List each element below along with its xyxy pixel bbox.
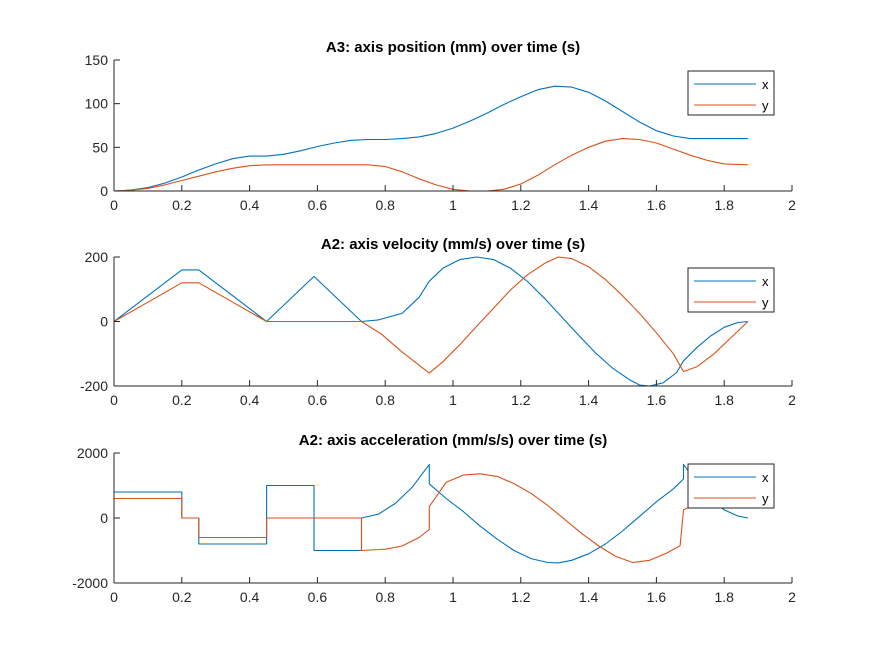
position-x-tick-label: 0.4 xyxy=(240,197,260,213)
position-series-y-line xyxy=(113,138,748,192)
velocity-series-x-line xyxy=(113,256,748,387)
position-x-tick-label: 0.2 xyxy=(172,197,192,213)
position-x-tick-label: 0 xyxy=(110,197,118,213)
position-x-tick-label: 1.8 xyxy=(714,197,734,213)
position-y-tick-label: 150 xyxy=(85,52,109,68)
position-x-tick-label: 0.6 xyxy=(308,197,328,213)
position-legend-label-x: x xyxy=(762,77,769,92)
position-x-tick-label: 0.8 xyxy=(375,197,395,213)
acceleration-x-tick-label: 1.4 xyxy=(579,589,599,605)
acceleration-subplot: A2: axis acceleration (mm/s/s) over time… xyxy=(72,432,796,605)
position-legend[interactable]: xy xyxy=(687,70,775,116)
acceleration-x-tick-label: 0.8 xyxy=(375,589,395,605)
velocity-x-tick-label: 1.6 xyxy=(647,392,667,408)
acceleration-series-x-line xyxy=(114,463,749,564)
velocity-chart-title: A2: axis velocity (mm/s) over time (s) xyxy=(321,236,585,253)
velocity-x-tick-label: 0.4 xyxy=(240,392,260,408)
position-y-tick-label: 100 xyxy=(85,96,109,112)
acceleration-chart-title: A2: axis acceleration (mm/s/s) over time… xyxy=(299,432,607,449)
velocity-subplot: A2: axis velocity (mm/s) over time (s) 0 0… xyxy=(80,236,796,408)
velocity-x-tick-label: 0 xyxy=(110,392,118,408)
acceleration-x-tick-label: 0 xyxy=(110,589,118,605)
velocity-legend-label-y: y xyxy=(762,295,769,310)
velocity-legend-box xyxy=(687,267,775,313)
velocity-x-tick-label: 1.8 xyxy=(714,392,734,408)
velocity-x-tick-label: 1 xyxy=(449,392,457,408)
velocity-series-y-line xyxy=(113,256,749,374)
acceleration-x-tick-label: 0.6 xyxy=(308,589,328,605)
acceleration-x-tick-label: 1 xyxy=(449,589,457,605)
position-x-tick-label: 1 xyxy=(449,197,457,213)
position-y-tick-label: 0 xyxy=(100,183,108,199)
acceleration-x-tick-label: 1.8 xyxy=(714,589,734,605)
velocity-y-tick-label: -200 xyxy=(80,378,108,394)
acceleration-y-tick-label: 2000 xyxy=(77,445,108,461)
velocity-y-tick-label: 200 xyxy=(85,249,109,265)
acceleration-legend[interactable]: xy xyxy=(687,463,775,509)
acceleration-legend-label-x: x xyxy=(762,470,769,485)
position-x-tick-label: 2 xyxy=(788,197,796,213)
position-legend-box xyxy=(687,70,775,116)
acceleration-x-tick-label: 0.4 xyxy=(240,589,260,605)
acceleration-series-y-line xyxy=(114,473,748,564)
acceleration-legend-box xyxy=(687,463,775,509)
acceleration-y-tick-label: -2000 xyxy=(72,575,108,591)
position-x-tick-label: 1.6 xyxy=(647,197,667,213)
position-chart-title: A3: axis position (mm) over time (s) xyxy=(326,39,580,56)
velocity-x-tick-label: 0.8 xyxy=(375,392,395,408)
acceleration-legend-label-y: y xyxy=(762,491,769,506)
velocity-x-tick-label: 0.6 xyxy=(308,392,328,408)
velocity-x-tick-label: 2 xyxy=(788,392,796,408)
velocity-x-tick-label: 0.2 xyxy=(172,392,192,408)
position-subplot: A3: axis position (mm) over time (s) 0 0.2… xyxy=(85,39,796,213)
acceleration-x-tick-label: 1.6 xyxy=(647,589,667,605)
acceleration-y-tick-label: 0 xyxy=(100,510,108,526)
velocity-legend[interactable]: xy xyxy=(687,267,775,313)
position-x-tick-label: 1.2 xyxy=(511,197,531,213)
acceleration-x-tick-label: 2 xyxy=(788,589,796,605)
acceleration-x-tick-label: 0.2 xyxy=(172,589,192,605)
velocity-x-tick-label: 1.2 xyxy=(511,392,531,408)
position-series-x-line xyxy=(113,85,748,192)
position-legend-label-y: y xyxy=(762,98,769,113)
velocity-y-tick-label: 0 xyxy=(100,314,108,330)
velocity-x-tick-label: 1.4 xyxy=(579,392,599,408)
position-x-tick-label: 1.4 xyxy=(579,197,599,213)
position-y-tick-label: 50 xyxy=(92,139,108,155)
acceleration-x-tick-label: 1.2 xyxy=(511,589,531,605)
velocity-legend-label-x: x xyxy=(762,274,769,289)
